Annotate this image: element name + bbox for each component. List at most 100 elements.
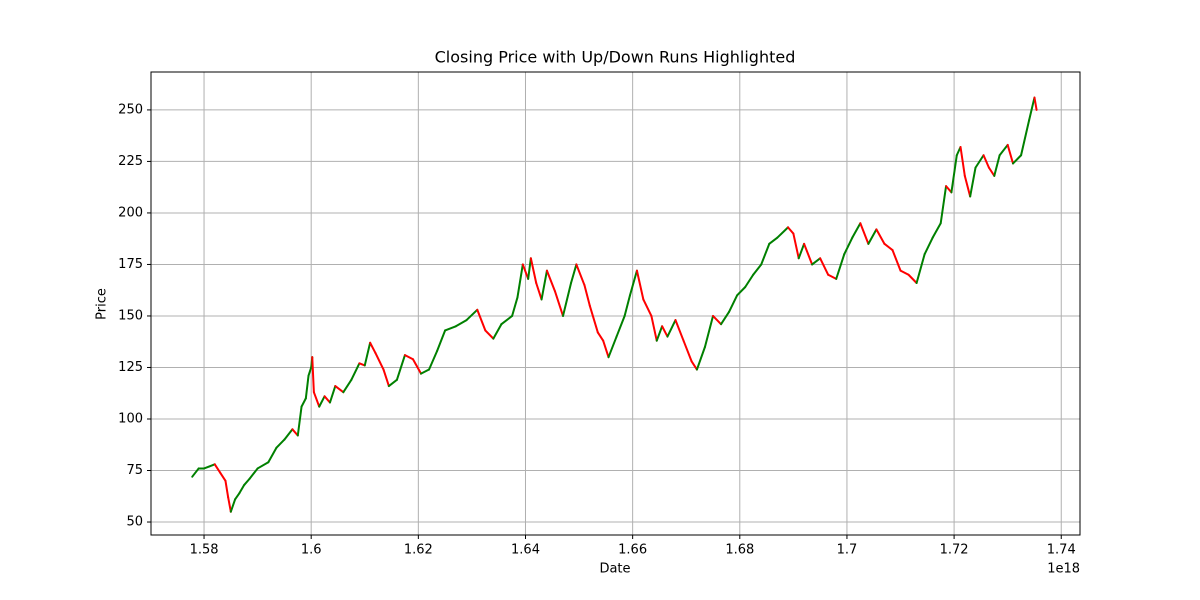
price-segment [312, 391, 321, 408]
price-segment [867, 228, 878, 245]
price-segment [243, 477, 251, 486]
price-segment [436, 329, 447, 352]
y-tick-label: 150 [118, 308, 143, 323]
price-segment [350, 362, 361, 381]
x-tick-label: 1.58 [190, 543, 219, 558]
price-segment [969, 166, 977, 198]
price-segment [803, 242, 814, 266]
price-segment [736, 286, 747, 297]
price-segment [760, 242, 771, 266]
price-segment [395, 354, 406, 381]
price-segment [963, 174, 972, 198]
x-tick-label: 1.6 [301, 543, 322, 558]
price-segment [227, 496, 232, 513]
price-segment [374, 352, 385, 371]
price-segment [690, 360, 698, 371]
price-segment [703, 314, 715, 348]
price-segment [369, 341, 377, 355]
price-segment [859, 222, 870, 245]
price-segment [915, 253, 926, 284]
price-segment [363, 341, 372, 367]
price-segment [607, 335, 618, 359]
price-segment [655, 325, 664, 342]
price-segment [1020, 119, 1031, 157]
price-segment [275, 438, 286, 449]
y-axis-label: Price [95, 288, 110, 320]
x-tick-label: 1.7 [837, 543, 858, 558]
price-segment [527, 257, 532, 280]
price-segment [635, 269, 645, 301]
price-segment [465, 308, 479, 322]
y-tick-label: 175 [118, 257, 143, 272]
price-segment [219, 471, 227, 482]
price-segment [950, 154, 958, 194]
price-segment [959, 146, 966, 177]
price-segment [444, 325, 457, 332]
price-segment [768, 236, 779, 245]
price-segment [1028, 96, 1036, 122]
price-segment [291, 428, 299, 437]
price-segment [529, 257, 538, 284]
price-segment [642, 298, 653, 317]
price-segment [899, 269, 910, 276]
x-tick-label: 1.68 [725, 543, 754, 558]
price-segment [296, 405, 303, 437]
price-segment [891, 249, 902, 272]
price-segment [602, 339, 610, 359]
price-segment [387, 378, 398, 388]
price-segment [623, 294, 631, 317]
price-segment [283, 428, 294, 441]
price-segment [476, 308, 487, 332]
price-segment [712, 314, 723, 326]
price-segment [875, 228, 886, 245]
price-segment [300, 397, 307, 408]
price-segment [420, 368, 431, 375]
price-segment [843, 236, 854, 256]
price-segment [945, 185, 953, 194]
plot-frame [150, 71, 1081, 536]
price-segment [583, 284, 591, 307]
x-axis-label: Date [599, 562, 630, 577]
price-segment [307, 366, 313, 377]
price-segment [931, 222, 942, 239]
price-segment [553, 290, 564, 317]
price-segment [229, 498, 237, 513]
price-segment [403, 354, 414, 361]
price-segment [484, 329, 495, 340]
price-segment [792, 232, 800, 260]
price-segment [545, 269, 556, 293]
price-segment [776, 226, 790, 239]
price-segment [521, 263, 530, 280]
price-segment [596, 331, 605, 342]
price-segment [540, 269, 548, 301]
price-segment [1033, 96, 1038, 111]
price-segment [615, 314, 626, 338]
price-segment [248, 467, 259, 480]
price-segment [787, 226, 795, 235]
price-segment [811, 257, 822, 266]
price-segment [835, 253, 846, 280]
price-segment [827, 273, 838, 280]
y-tick-label: 250 [118, 102, 143, 117]
price-segment [234, 492, 241, 501]
price-segment [682, 339, 693, 363]
price-segment [191, 467, 200, 478]
price-segment [998, 143, 1009, 157]
price-segment [993, 154, 1001, 177]
price-segment [797, 242, 806, 260]
price-segment [575, 263, 586, 287]
price-segment [628, 269, 638, 297]
price-segment [666, 319, 677, 338]
price-segment [695, 345, 706, 371]
chart-title: Closing Price with Up/Down Runs Highligh… [435, 48, 796, 67]
price-segment [987, 166, 996, 177]
price-segment [238, 483, 246, 495]
x-tick-label: 1.64 [511, 543, 540, 558]
price-segment [454, 319, 468, 328]
price-segment [342, 378, 353, 394]
price-segment [907, 273, 918, 284]
price-segment [334, 385, 345, 394]
price-segment [267, 446, 278, 464]
y-tick-label: 125 [118, 360, 143, 375]
price-segment [1006, 143, 1015, 165]
